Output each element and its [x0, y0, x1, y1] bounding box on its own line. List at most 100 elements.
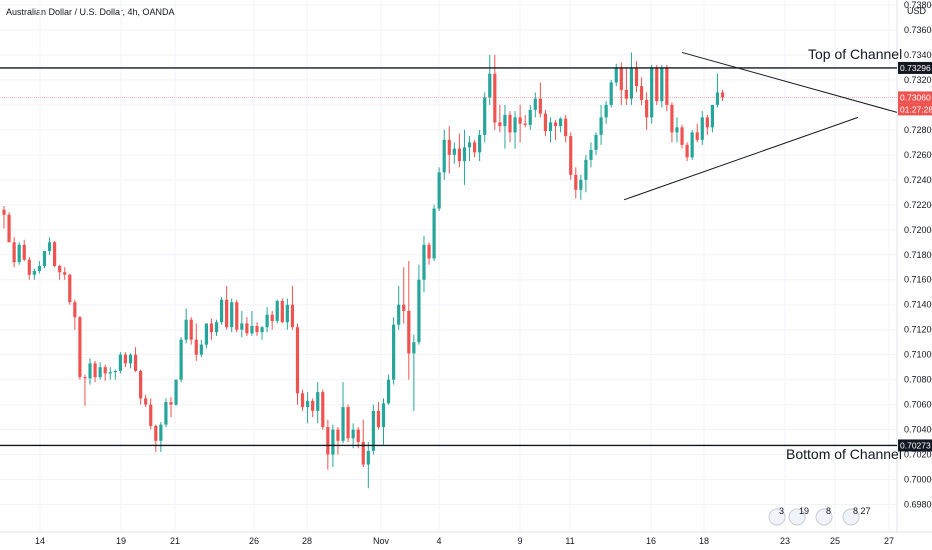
- event-marker-circle: [815, 508, 833, 526]
- candle: [467, 136, 472, 162]
- candle-body: [326, 427, 330, 455]
- candle-body: [169, 402, 173, 405]
- candle-body: [695, 132, 699, 140]
- candle-body: [442, 139, 446, 173]
- candle-body: [624, 89, 628, 99]
- candle: [159, 422, 163, 453]
- candle: [154, 424, 158, 453]
- candle-body: [675, 127, 679, 133]
- candle-body: [159, 424, 163, 441]
- event-marker-count: 8: [826, 506, 831, 516]
- candles: [2, 52, 725, 489]
- candle-body: [705, 117, 709, 128]
- candle-body: [189, 319, 193, 340]
- event-marker[interactable]: 8 27: [842, 506, 871, 526]
- candle-body: [285, 304, 289, 323]
- candle-body: [139, 370, 143, 399]
- x-tick-label: 11: [565, 536, 574, 546]
- candle-body: [68, 274, 72, 303]
- candle: [179, 337, 183, 383]
- candle: [381, 398, 386, 445]
- candle-body: [366, 450, 370, 465]
- event-marker[interactable]: 3: [768, 506, 786, 526]
- candle: [63, 267, 67, 280]
- candle-body: [579, 179, 583, 190]
- x-tick-label: 19: [116, 536, 126, 546]
- candle: [103, 364, 107, 381]
- candle: [609, 79, 613, 108]
- event-marker[interactable]: 8: [815, 506, 833, 526]
- time-axis[interactable]: 14 19 21 26 28 Nov 4 9 11 16 18 23 25 27: [35, 536, 894, 546]
- candle-body: [498, 122, 502, 127]
- candle: [407, 261, 411, 380]
- candle-body: [432, 208, 436, 259]
- candle: [255, 322, 259, 336]
- candle-body: [174, 379, 178, 405]
- candle: [553, 119, 558, 140]
- candle: [417, 264, 421, 345]
- x-tick-label: 16: [646, 536, 656, 546]
- event-marker-circle: [788, 508, 806, 526]
- x-tick-label: 9: [517, 536, 522, 546]
- candle-body: [250, 325, 254, 334]
- candle-body: [376, 410, 381, 428]
- x-tick-label: 18: [699, 536, 709, 546]
- candle: [149, 398, 153, 430]
- event-markers[interactable]: 3 19 8 8 27: [768, 506, 871, 526]
- candle: [214, 319, 219, 336]
- event-marker[interactable]: 19: [788, 506, 809, 526]
- candle: [498, 104, 502, 133]
- candle: [245, 317, 249, 336]
- candle: [184, 308, 188, 344]
- candle: [422, 236, 426, 293]
- candle-body: [27, 259, 31, 275]
- candle-body: [78, 317, 82, 378]
- candle-body: [300, 393, 305, 408]
- candle-body: [619, 67, 623, 90]
- candle-body: [422, 244, 426, 280]
- triangle-lower-line: [623, 116, 859, 201]
- candle: [675, 117, 679, 143]
- candle-body: [154, 425, 158, 441]
- candle-body: [270, 314, 274, 321]
- event-marker-circle: [768, 508, 786, 526]
- top-of-channel-label: Top of Channel: [808, 46, 902, 62]
- candle-body: [225, 299, 229, 328]
- candle: [548, 117, 553, 143]
- candle: [695, 123, 699, 143]
- candle: [579, 174, 583, 200]
- candle-body: [336, 429, 340, 441]
- candle: [250, 310, 254, 336]
- candle: [42, 251, 47, 269]
- candle: [427, 242, 431, 265]
- candle: [336, 427, 340, 455]
- triangle-upper-line: [681, 51, 898, 113]
- candle-body: [513, 117, 517, 133]
- candle-body: [280, 300, 284, 323]
- candle-body: [397, 304, 401, 325]
- candle: [528, 104, 532, 130]
- candle-body: [528, 109, 532, 125]
- candle: [589, 142, 593, 168]
- candle: [295, 323, 300, 405]
- candle-body: [478, 134, 482, 153]
- candle: [164, 398, 168, 428]
- countdown-label-bg: [898, 103, 932, 116]
- candle-body: [634, 67, 639, 87]
- candle: [93, 360, 97, 383]
- candle: [128, 353, 133, 369]
- candle: [68, 273, 72, 305]
- candle-body: [321, 392, 325, 428]
- candle: [280, 298, 284, 324]
